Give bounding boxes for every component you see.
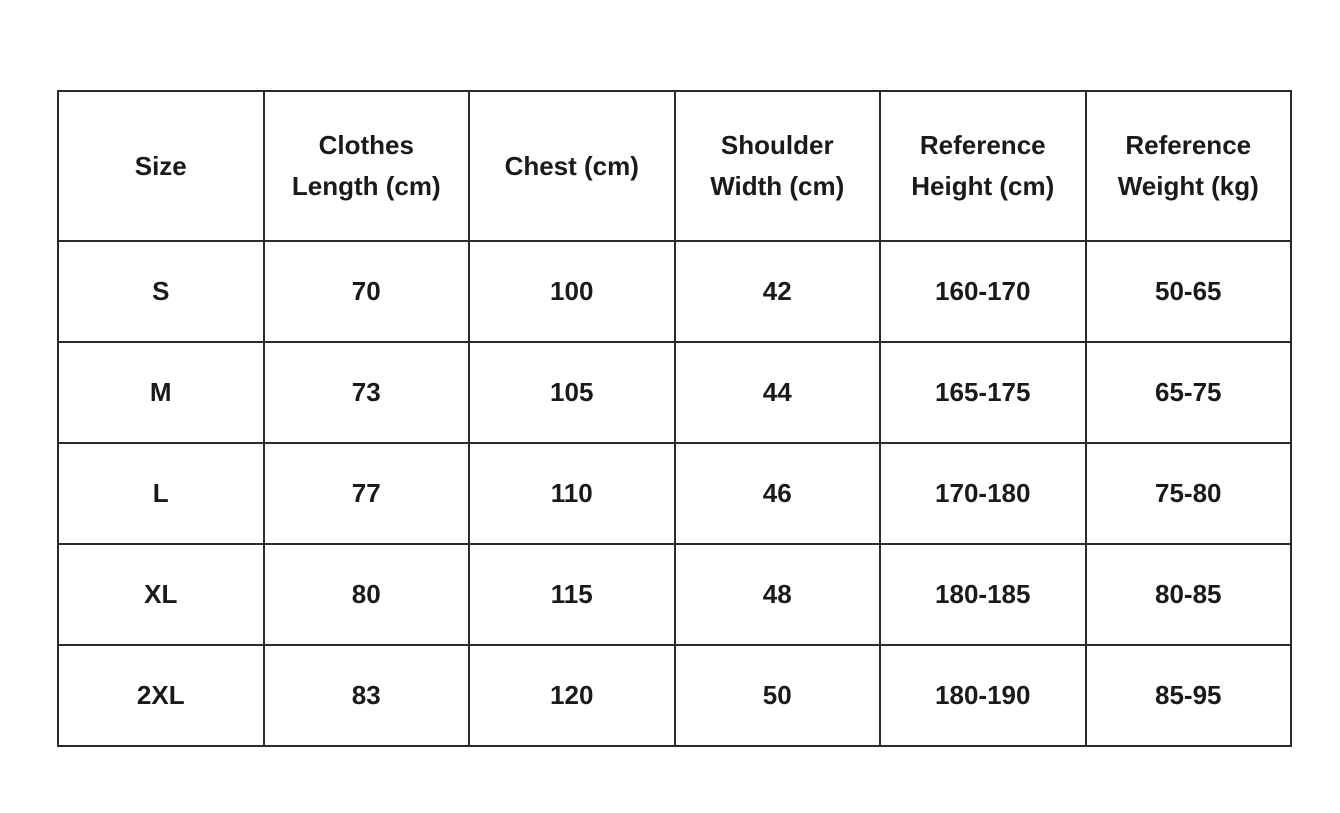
column-header-line: Length (cm) (291, 171, 441, 201)
value-cell: 115 (468, 543, 676, 646)
column-header-line: Reference (1125, 130, 1252, 160)
table-row: M 73 105 44 165-175 65-75 (57, 341, 1292, 444)
column-header-line: Clothes (318, 130, 414, 160)
column-header-line: Size (134, 150, 187, 181)
value-cell: 100 (468, 240, 676, 343)
value-cell: 77 (262, 442, 470, 545)
table-row: S 70 100 42 160-170 50-65 (57, 240, 1292, 343)
value-cell: 70 (262, 240, 470, 343)
size-cell: S (57, 240, 265, 343)
value-cell: 83 (262, 644, 470, 747)
column-header-line: Width (cm) (710, 171, 845, 201)
table-row: XL 80 115 48 180-185 80-85 (57, 543, 1292, 646)
value-cell: 160-170 (879, 240, 1087, 343)
value-cell: 165-175 (879, 341, 1087, 444)
header-row: Size Clothes Length (cm) Chest (cm) Shoulder… (57, 90, 1292, 242)
value-cell: 44 (673, 341, 881, 444)
value-cell: 75-80 (1084, 442, 1292, 545)
column-header: Clothes Length (cm) (262, 90, 470, 242)
value-cell: 180-185 (879, 543, 1087, 646)
column-header-line: Reference (919, 130, 1046, 160)
column-header: Size (57, 90, 265, 242)
value-cell: 65-75 (1084, 341, 1292, 444)
value-cell: 80 (262, 543, 470, 646)
size-cell: M (57, 341, 265, 444)
value-cell: 85-95 (1084, 644, 1292, 747)
column-header-line: Height (cm) (911, 171, 1055, 201)
column-header: Shoulder Width (cm) (673, 90, 881, 242)
value-cell: 46 (673, 442, 881, 545)
table-row: 2XL 83 120 50 180-190 85-95 (57, 644, 1292, 747)
value-cell: 120 (468, 644, 676, 747)
size-cell: L (57, 442, 265, 545)
size-cell: XL (57, 543, 265, 646)
value-cell: 42 (673, 240, 881, 343)
column-header: Chest (cm) (468, 90, 676, 242)
value-cell: 48 (673, 543, 881, 646)
column-header: Reference Weight (kg) (1084, 90, 1292, 242)
value-cell: 105 (468, 341, 676, 444)
value-cell: 73 (262, 341, 470, 444)
column-header-line: Weight (kg) (1117, 171, 1259, 201)
column-header-line: Chest (cm) (504, 150, 639, 181)
value-cell: 180-190 (879, 644, 1087, 747)
column-header-line: Shoulder (720, 130, 834, 160)
size-cell: 2XL (57, 644, 265, 747)
table-row: L 77 110 46 170-180 75-80 (57, 442, 1292, 545)
value-cell: 80-85 (1084, 543, 1292, 646)
size-chart-table: Size Clothes Length (cm) Chest (cm) Shoulder… (57, 90, 1292, 747)
value-cell: 50-65 (1084, 240, 1292, 343)
value-cell: 50 (673, 644, 881, 747)
value-cell: 110 (468, 442, 676, 545)
value-cell: 170-180 (879, 442, 1087, 545)
column-header: Reference Height (cm) (879, 90, 1087, 242)
